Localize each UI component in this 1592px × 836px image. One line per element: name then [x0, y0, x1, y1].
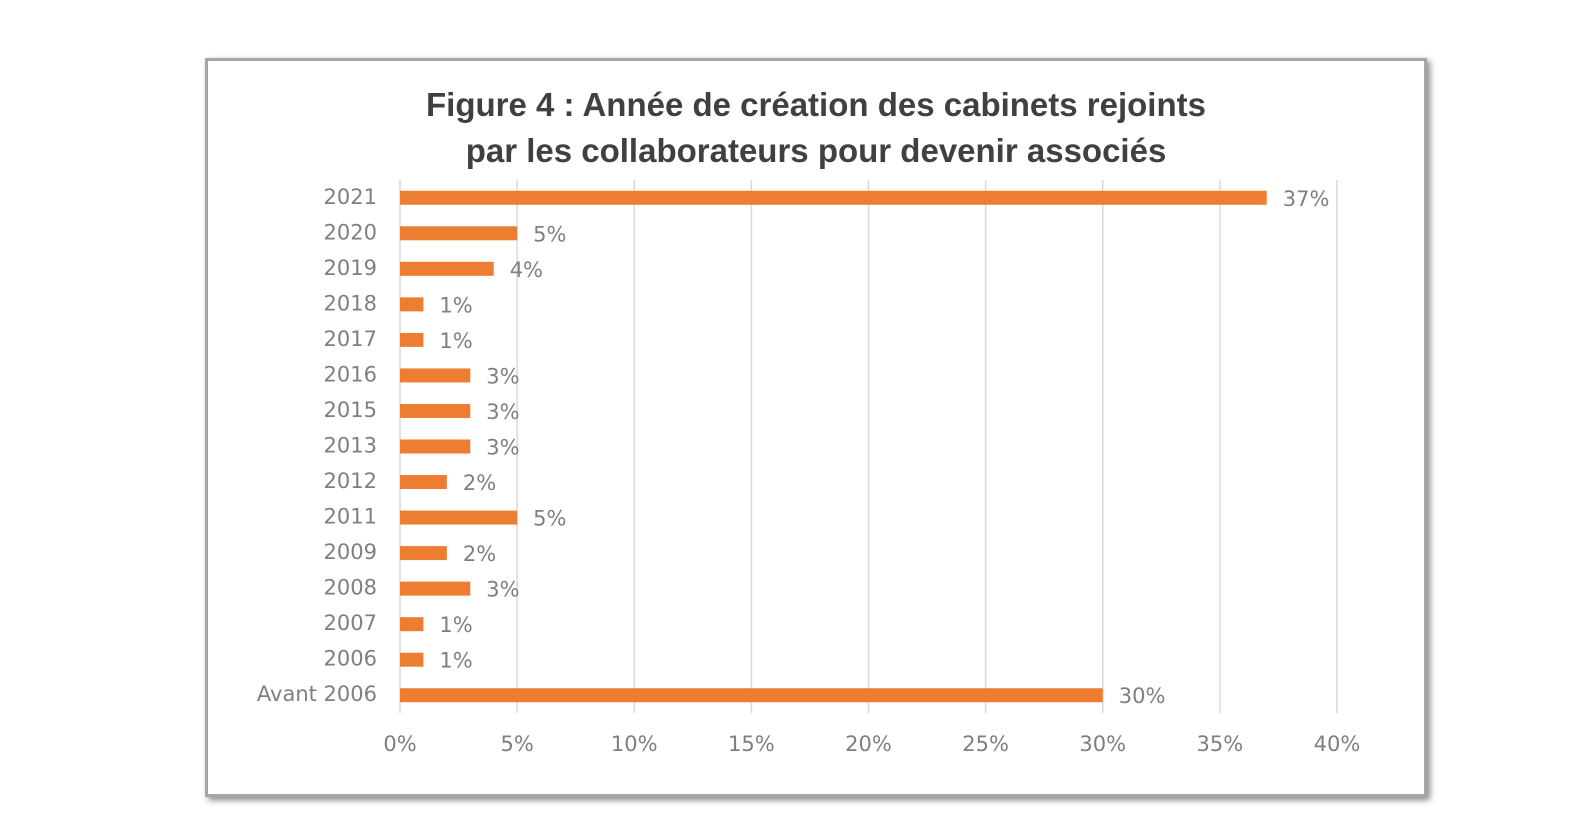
value-label: 3%: [486, 364, 519, 388]
value-label: 4%: [510, 258, 543, 282]
bar: [400, 581, 471, 596]
bar: [400, 190, 1267, 205]
bar: [400, 368, 471, 383]
x-tick-label: 40%: [1314, 732, 1361, 756]
y-tick-label: 2007: [324, 611, 377, 635]
x-tick-label: 20%: [845, 732, 892, 756]
value-label: 1%: [439, 649, 472, 673]
bar: [400, 510, 518, 525]
chart-frame: [205, 58, 1427, 797]
value-label: 1%: [439, 329, 472, 353]
value-label: 37%: [1283, 187, 1330, 211]
bar: [400, 475, 447, 490]
value-label: 5%: [533, 222, 566, 246]
y-tick-label: 2009: [324, 540, 377, 564]
value-label: 3%: [486, 436, 519, 460]
y-tick-label: Avant 2006: [257, 682, 377, 706]
bar: [400, 332, 424, 347]
y-tick-label: 2012: [324, 469, 377, 493]
value-label: 2%: [463, 471, 496, 495]
bar: [400, 688, 1103, 703]
y-tick-label: 2015: [324, 398, 377, 422]
value-label: 3%: [486, 578, 519, 602]
x-tick-label: 5%: [500, 732, 533, 756]
chart-title: Figure 4 : Année de création des cabinet…: [426, 86, 1206, 169]
bar: [400, 226, 518, 241]
x-tick-label: 0%: [383, 732, 416, 756]
value-label: 2%: [463, 542, 496, 566]
value-label: 1%: [439, 293, 472, 317]
value-label: 1%: [439, 613, 472, 637]
value-label: 3%: [486, 400, 519, 424]
bar: [400, 439, 471, 454]
y-tick-label: 2021: [324, 185, 377, 209]
x-tick-label: 35%: [1197, 732, 1244, 756]
y-tick-label: 2006: [324, 647, 377, 671]
y-tick-label: 2019: [324, 256, 377, 280]
x-tick-label: 15%: [728, 732, 775, 756]
y-tick-label: 2018: [324, 291, 377, 315]
x-tick-label: 10%: [611, 732, 658, 756]
y-tick-label: 2008: [324, 576, 377, 600]
y-tick-label: 2016: [324, 362, 377, 386]
bar: [400, 617, 424, 632]
bar: [400, 546, 447, 561]
y-tick-label: 2020: [324, 220, 377, 244]
bar: [400, 652, 424, 667]
y-tick-label: 2011: [324, 505, 377, 529]
value-label: 30%: [1119, 684, 1166, 708]
value-label: 5%: [533, 507, 566, 531]
x-tick-label: 30%: [1079, 732, 1126, 756]
bar: [400, 297, 424, 312]
x-tick-label: 25%: [962, 732, 1009, 756]
bar: [400, 403, 471, 418]
y-tick-label: 2013: [324, 434, 377, 458]
bar: [400, 261, 494, 276]
y-tick-label: 2017: [324, 327, 377, 351]
